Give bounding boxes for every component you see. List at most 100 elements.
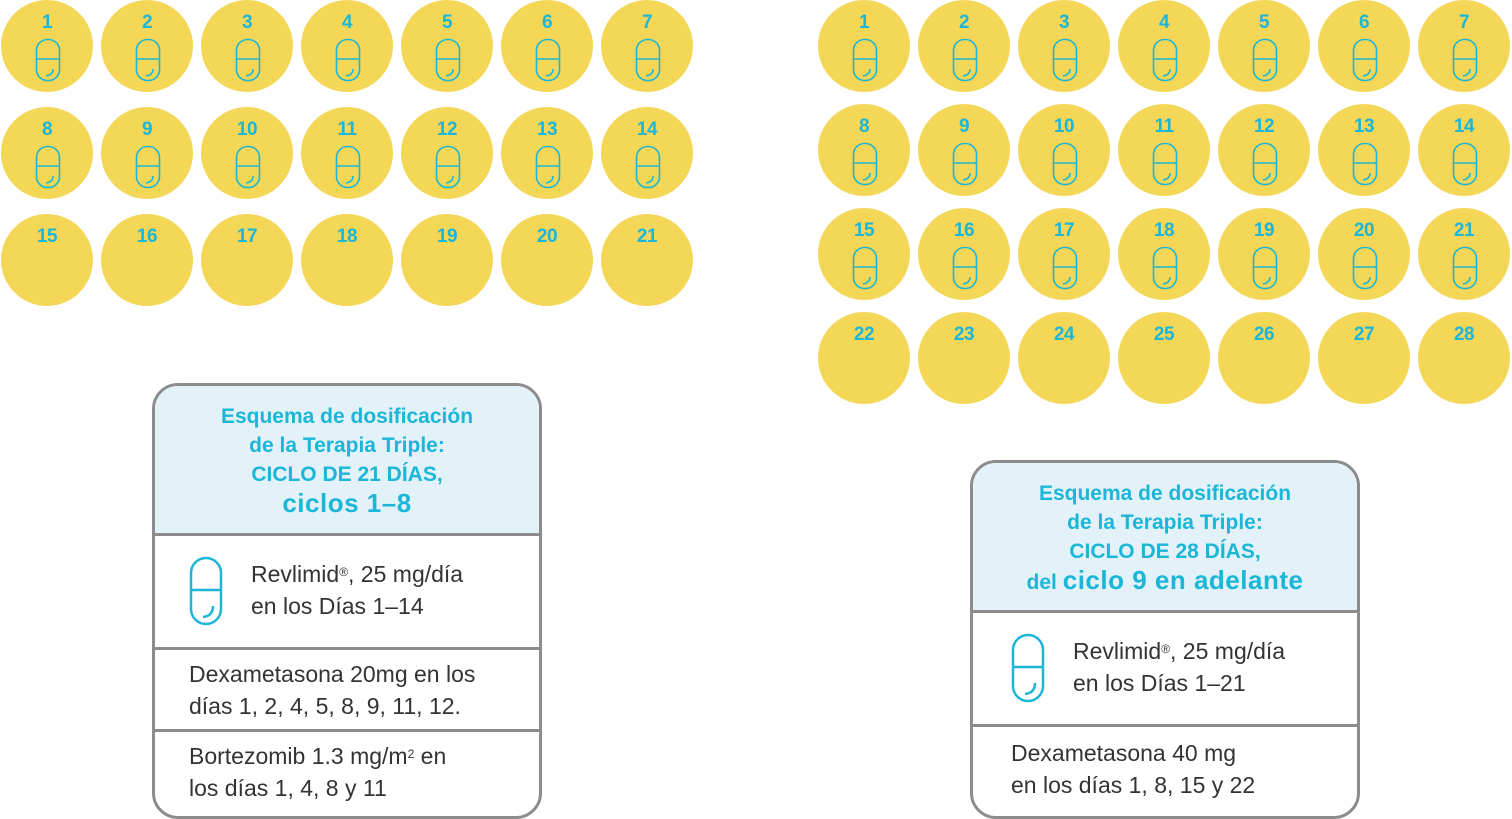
- day-circle: 10: [201, 107, 293, 199]
- day-circle: 6: [1318, 0, 1410, 92]
- day-circle: 15: [818, 208, 910, 300]
- day-circle: 20: [501, 214, 593, 306]
- card-header: Esquema de dosificación de la Terapia Tr…: [973, 463, 1357, 613]
- day-number: 14: [1453, 116, 1475, 137]
- day-circle: 2: [918, 0, 1010, 92]
- capsule-icon: [1452, 38, 1478, 82]
- capsule-icon: [852, 38, 878, 82]
- day-number: 21: [1453, 220, 1475, 241]
- revlimid-days: en los Días 1–14: [251, 593, 424, 619]
- capsule-icon: [335, 145, 361, 189]
- capsule-icon: [1052, 246, 1078, 290]
- day-circle: 7: [1418, 0, 1510, 92]
- day-circle: 21: [601, 214, 693, 306]
- day-circle: 11: [1118, 104, 1210, 196]
- day-circle: 13: [501, 107, 593, 199]
- revlimid-name: Revlimid: [1073, 638, 1162, 664]
- day-circle: 3: [201, 0, 293, 92]
- day-circle: 25: [1118, 312, 1210, 404]
- revlimid-row: Revlimid®, 25 mg/día en los Días 1–21: [973, 613, 1357, 727]
- day-circle: 19: [401, 214, 493, 306]
- card-title-line: CICLO DE 21 DÍAS,: [251, 463, 443, 486]
- dexamethasone-line: Dexametasona 40 mg: [1011, 740, 1237, 766]
- day-number: 5: [441, 12, 453, 33]
- day-circle: 1: [1, 0, 93, 92]
- day-circle: 1: [818, 0, 910, 92]
- revlimid-dose: , 25 mg/día: [1170, 638, 1286, 664]
- day-circle: 10: [1018, 104, 1110, 196]
- revlimid-name: Revlimid: [251, 561, 340, 587]
- capsule-icon: [1011, 633, 1045, 703]
- day-circle: 11: [301, 107, 393, 199]
- capsule-icon: [952, 246, 978, 290]
- day-number: 4: [1158, 12, 1170, 33]
- day-circle: 16: [918, 208, 1010, 300]
- capsule-icon: [852, 246, 878, 290]
- registered-mark: ®: [339, 565, 349, 579]
- day-circle: 14: [601, 107, 693, 199]
- day-circle: 16: [101, 214, 193, 306]
- day-circle: 18: [1118, 208, 1210, 300]
- day-number: 1: [41, 12, 53, 33]
- day-circle: 4: [301, 0, 393, 92]
- day-number: 23: [953, 324, 975, 345]
- day-number: 8: [41, 119, 53, 140]
- capsule-icon: [235, 145, 261, 189]
- card-title-cycles: ciclos 1–8: [282, 488, 412, 518]
- capsule-icon: [952, 142, 978, 186]
- day-number: 6: [1358, 12, 1370, 33]
- day-circle: 4: [1118, 0, 1210, 92]
- day-number: 13: [536, 119, 558, 140]
- capsule-icon: [535, 38, 561, 82]
- day-number: 18: [336, 226, 358, 247]
- day-number: 18: [1153, 220, 1175, 241]
- bortezomib-days: los días 1, 4, 8 y 11: [189, 775, 387, 801]
- bortezomib-dose-tail: en: [414, 743, 447, 769]
- card-title-line: de la Terapia Triple:: [1067, 511, 1263, 534]
- capsule-icon: [852, 142, 878, 186]
- card-title-line: Esquema de dosificación: [1038, 482, 1292, 505]
- day-number: 2: [958, 12, 970, 33]
- day-circle: 17: [201, 214, 293, 306]
- day-number: 1: [858, 12, 870, 33]
- day-circle: 5: [401, 0, 493, 92]
- capsule-icon: [1252, 246, 1278, 290]
- capsule-icon: [535, 145, 561, 189]
- dexamethasone-days: días 1, 2, 4, 5, 8, 9, 11, 12.: [189, 693, 461, 719]
- day-circle: 28: [1418, 312, 1510, 404]
- day-number: 3: [1058, 12, 1070, 33]
- capsule-icon: [1352, 38, 1378, 82]
- day-number: 15: [36, 226, 58, 247]
- card-title-cycles: ciclo 9 en adelante: [1062, 565, 1304, 595]
- day-circle: 21: [1418, 208, 1510, 300]
- day-number: 20: [1353, 220, 1375, 241]
- day-number: 22: [853, 324, 875, 345]
- day-number: 9: [141, 119, 153, 140]
- day-number: 7: [1458, 12, 1470, 33]
- capsule-icon: [335, 38, 361, 82]
- capsule-icon: [135, 38, 161, 82]
- capsule-icon: [1352, 142, 1378, 186]
- dexamethasone-line: Dexametasona 20mg en los: [189, 661, 476, 687]
- capsule-icon: [1452, 142, 1478, 186]
- day-number: 16: [953, 220, 975, 241]
- card-header: Esquema de dosificación de la Terapia Tr…: [155, 386, 539, 536]
- day-circle: 18: [301, 214, 393, 306]
- day-number: 17: [1053, 220, 1075, 241]
- day-circle: 26: [1218, 312, 1310, 404]
- day-circle: 2: [101, 0, 193, 92]
- day-number: 5: [1258, 12, 1270, 33]
- dosing-card-21-day: Esquema de dosificación de la Terapia Tr…: [152, 383, 542, 819]
- day-number: 14: [636, 119, 658, 140]
- capsule-icon: [435, 145, 461, 189]
- day-number: 19: [1253, 220, 1275, 241]
- card-title-prefix: del: [1026, 571, 1063, 594]
- day-number: 2: [141, 12, 153, 33]
- bortezomib-row: Bortezomib 1.3 mg/m2 en los días 1, 4, 8…: [155, 732, 539, 816]
- day-number: 26: [1253, 324, 1275, 345]
- day-circle: 5: [1218, 0, 1310, 92]
- day-circle: 8: [818, 104, 910, 196]
- capsule-icon: [189, 556, 223, 626]
- day-number: 17: [236, 226, 258, 247]
- day-number: 10: [236, 119, 258, 140]
